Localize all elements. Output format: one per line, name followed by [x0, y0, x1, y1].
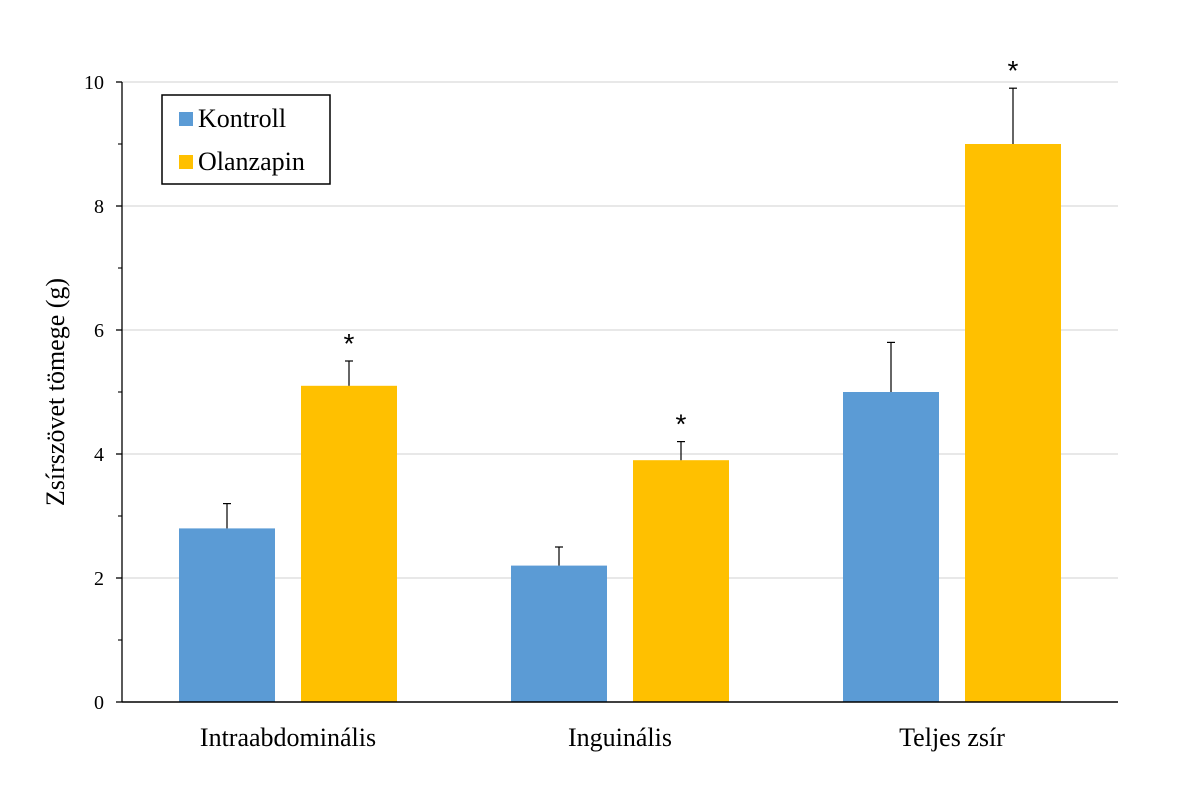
y-tick-label: 4 — [94, 444, 104, 466]
bar-kontroll — [179, 528, 275, 702]
bars — [179, 144, 1061, 702]
bar-kontroll — [843, 392, 939, 702]
bar-kontroll — [511, 565, 607, 702]
significance-star: * — [344, 328, 355, 359]
legend-swatch-olanzapin — [179, 155, 193, 169]
y-tick-label: 10 — [84, 72, 104, 94]
y-axis-title: Zsírszövet tömege (g) — [41, 278, 70, 506]
bar-olanzapin — [965, 144, 1061, 702]
legend-swatch-kontroll — [179, 112, 193, 126]
legend-label-kontroll: Kontroll — [198, 104, 286, 133]
legend: Kontroll Olanzapin — [161, 94, 331, 185]
significance-markers: * * * — [344, 55, 1019, 439]
significance-star: * — [676, 409, 687, 440]
x-category-labels: Intraabdominális Inguinális Teljes zsír — [200, 723, 1005, 752]
legend-box — [161, 94, 331, 185]
y-tick-label: 0 — [94, 692, 104, 714]
x-category-label: Intraabdominális — [200, 723, 376, 752]
y-tick-label: 6 — [94, 320, 104, 342]
bar-olanzapin — [633, 460, 729, 702]
y-tick-label: 2 — [94, 568, 104, 590]
legend-label-olanzapin: Olanzapin — [198, 147, 305, 176]
x-category-label: Inguinális — [568, 723, 672, 752]
x-category-label: Teljes zsír — [899, 723, 1005, 752]
y-ticks: 0 2 4 6 8 10 — [84, 72, 122, 714]
error-bars — [223, 87, 1017, 566]
bar-olanzapin — [301, 385, 397, 702]
significance-star: * — [1008, 55, 1019, 86]
gridlines — [122, 81, 1118, 579]
y-tick-label: 8 — [94, 196, 104, 218]
